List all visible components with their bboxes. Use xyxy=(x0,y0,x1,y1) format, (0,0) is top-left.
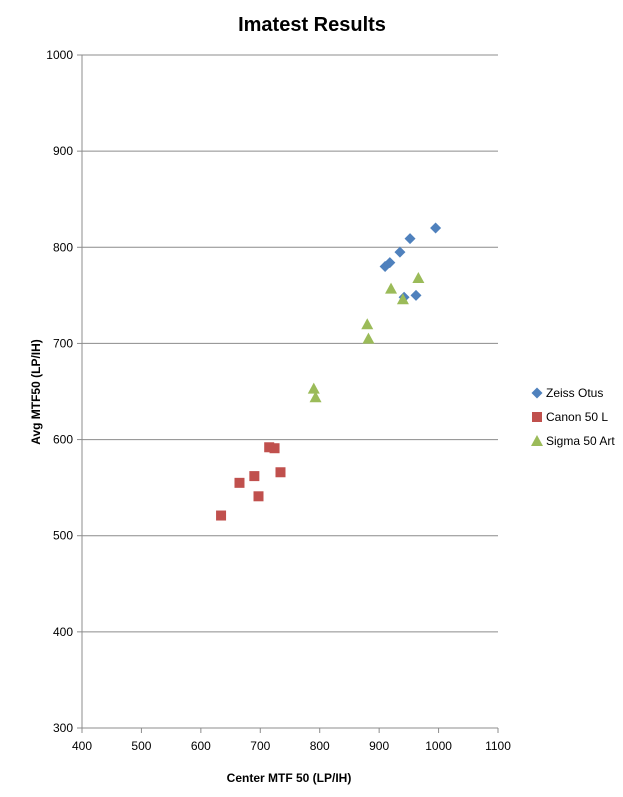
axes xyxy=(77,54,499,733)
data-point xyxy=(396,293,409,305)
x-tick-label: 400 xyxy=(72,739,92,753)
data-point xyxy=(430,222,442,234)
y-tick-label: 1000 xyxy=(46,48,73,62)
y-tick-label: 400 xyxy=(53,625,73,639)
data-point xyxy=(264,442,275,453)
y-tick-label: 700 xyxy=(53,336,73,350)
y-tick-label: 900 xyxy=(53,144,73,158)
legend-marker xyxy=(531,387,543,399)
data-point xyxy=(379,261,391,273)
data-point xyxy=(362,332,375,344)
data-point xyxy=(307,382,320,394)
legend-label: Canon 50 L xyxy=(546,410,608,424)
x-tick-label: 600 xyxy=(191,739,211,753)
y-tick-label: 600 xyxy=(53,433,73,447)
x-tick-label: 1100 xyxy=(485,739,511,753)
legend-item: Zeiss Otus xyxy=(531,386,603,400)
series-canon-50-l xyxy=(216,442,286,521)
data-point xyxy=(412,272,425,284)
chart-title: Imatest Results xyxy=(238,14,386,36)
data-point xyxy=(275,467,286,478)
data-point xyxy=(216,510,227,521)
gridlines xyxy=(82,54,498,633)
data-point xyxy=(249,471,260,482)
y-axis-label: Avg MTF50 (LP/IH) xyxy=(29,339,43,445)
x-axis-label: Center MTF 50 (LP/IH) xyxy=(227,771,352,785)
series-sigma-50-art xyxy=(307,272,425,403)
legend-item: Canon 50 L xyxy=(532,410,608,424)
data-point xyxy=(253,491,264,502)
data-point xyxy=(234,477,245,488)
data-point xyxy=(394,246,406,258)
data-point xyxy=(309,391,322,403)
x-tick-label: 500 xyxy=(131,739,151,753)
y-tick-label: 300 xyxy=(53,721,73,735)
y-tick-label: 800 xyxy=(53,240,73,254)
legend-label: Zeiss Otus xyxy=(546,386,603,400)
legend-label: Sigma 50 Art xyxy=(546,434,615,448)
series-zeiss-otus xyxy=(379,222,442,303)
data-point xyxy=(385,282,398,294)
legend: Zeiss Otus Canon 50 L Sigma 50 Art xyxy=(531,386,615,448)
data-points xyxy=(216,222,442,521)
tick-labels: 400 500 600 700 800 900 1000 1100 300 400 500 600 70… xyxy=(46,48,511,753)
legend-marker xyxy=(531,435,543,446)
x-tick-label: 900 xyxy=(369,739,389,753)
data-point xyxy=(404,233,416,245)
data-point xyxy=(269,443,280,454)
data-point xyxy=(410,289,422,301)
legend-item: Sigma 50 Art xyxy=(531,434,615,448)
x-tick-label: 1000 xyxy=(425,739,452,753)
legend-marker xyxy=(532,412,542,422)
x-tick-label: 700 xyxy=(250,739,270,753)
data-point xyxy=(361,318,374,330)
x-tick-label: 800 xyxy=(310,739,330,753)
y-tick-label: 500 xyxy=(53,529,73,543)
